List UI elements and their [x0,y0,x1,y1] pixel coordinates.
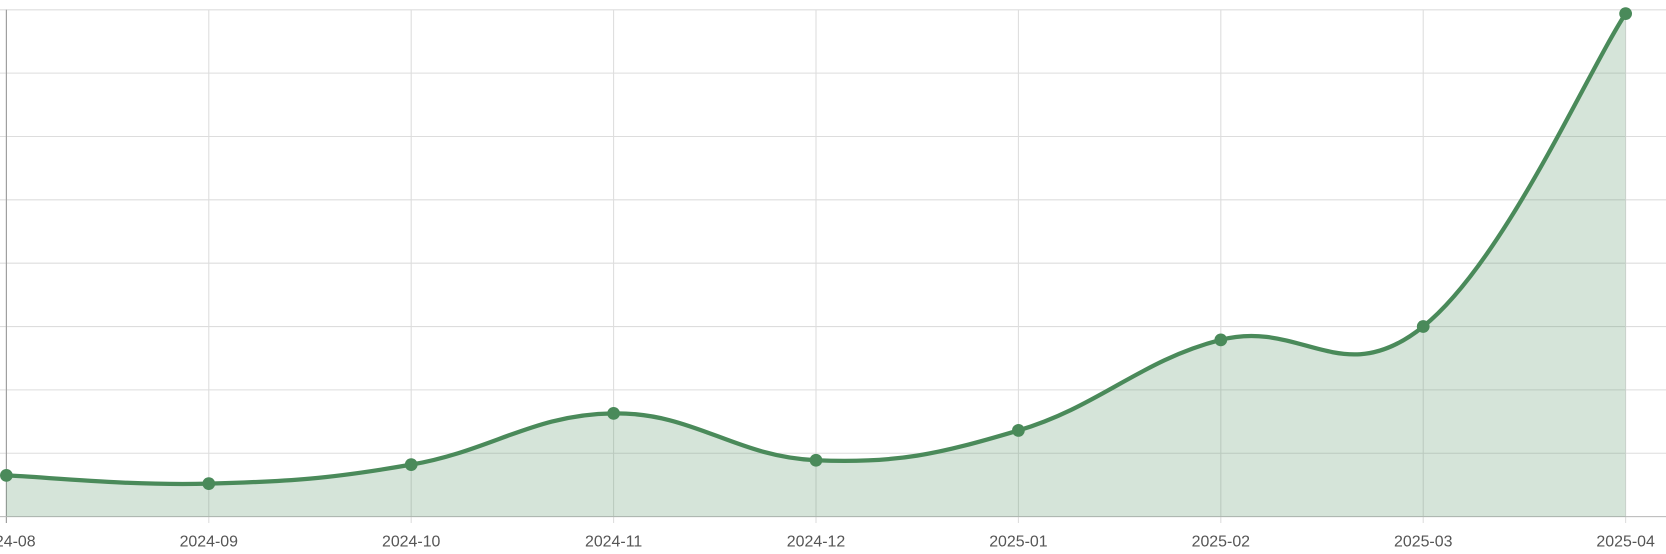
x-tick-label: 2024-10 [382,533,441,550]
x-tick-label: 2024-08 [0,533,36,550]
x-tick-label: 2024-09 [180,533,239,550]
point [1619,7,1632,20]
point [404,458,418,472]
point [607,406,620,420]
point [809,453,823,467]
x-tick-label: 2025-01 [989,533,1048,550]
x-tick-label: 2025-03 [1394,533,1453,550]
x-tick-label: 2025-02 [1192,533,1251,550]
line [6,12,1628,487]
point [1416,320,1430,333]
point [1012,424,1025,437]
x-tick-label: 2024-12 [787,533,846,550]
area-fill [6,13,1626,517]
x-tick-label: 2024-11 [585,533,642,550]
x-tick-label: 2025-04 [1596,533,1655,550]
point [202,477,216,491]
point [1214,333,1228,347]
point [0,469,13,482]
